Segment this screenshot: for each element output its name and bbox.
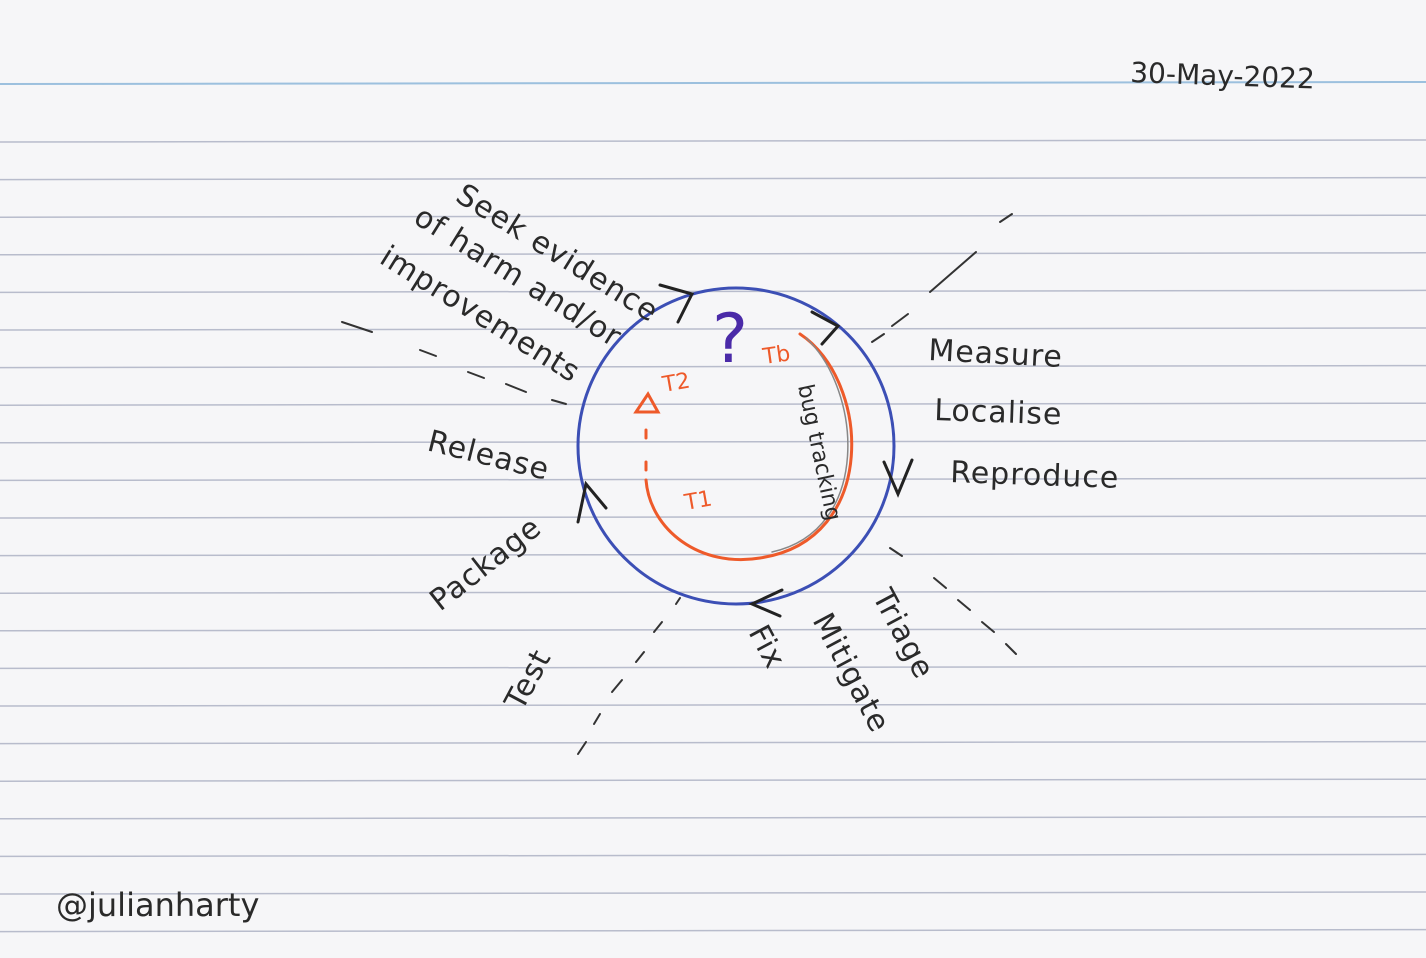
question-mark: ?: [712, 300, 748, 379]
rule-line: [0, 440, 1426, 444]
rule-line: [0, 214, 1426, 218]
label-t1: T1: [682, 487, 714, 517]
signature: @julianharty: [56, 886, 259, 924]
arrow-bottom: [748, 588, 784, 618]
rule-line: [0, 816, 1426, 820]
label-fix: Fix: [741, 619, 793, 674]
arrow-left: [576, 480, 608, 524]
rule-line: [0, 628, 1426, 632]
rule-line: [0, 327, 1426, 331]
inner-arc: [644, 332, 854, 561]
rule-line: [0, 176, 1426, 181]
rule-line: [0, 289, 1426, 294]
label-triage: Triage: [864, 582, 941, 684]
rule-line: [0, 139, 1426, 143]
rule-line: [0, 665, 1426, 670]
arrow-top-right: [810, 310, 841, 346]
rule-line: [0, 364, 1426, 369]
rule-line: [0, 477, 1426, 482]
header-rule: [0, 81, 1426, 85]
label-t2: T2: [660, 369, 692, 399]
rule-line: [0, 515, 1426, 519]
rule-line: [0, 590, 1426, 594]
label-package: Package: [423, 510, 548, 618]
label-release: Release: [424, 424, 553, 488]
rule-line: [0, 928, 1426, 933]
rule-line: [0, 402, 1426, 406]
rule-line: [0, 252, 1426, 256]
inner-arrowhead: [633, 391, 661, 414]
rule-line: [0, 703, 1426, 707]
rule-line: [0, 740, 1426, 745]
label-tb: Tb: [760, 341, 792, 370]
rule-line: [0, 853, 1426, 858]
label-reproduce: Reproduce: [950, 455, 1120, 496]
date-label: 30-May-2022: [1130, 56, 1316, 95]
cycle-circle: [576, 286, 896, 606]
label-measure: Measure: [928, 333, 1064, 375]
rule-line: [0, 891, 1426, 895]
inner-arc-shadow: [771, 337, 849, 553]
dashed-separators: [341, 213, 1017, 755]
rule-line: [0, 778, 1426, 782]
arrow-right: [882, 458, 914, 498]
label-bug-tracking: bug tracking: [792, 382, 845, 523]
cycle-arrows: [576, 283, 914, 618]
label-localise: Localise: [934, 393, 1063, 432]
inner-loop: [633, 332, 854, 561]
arrow-top-left: [658, 283, 695, 324]
